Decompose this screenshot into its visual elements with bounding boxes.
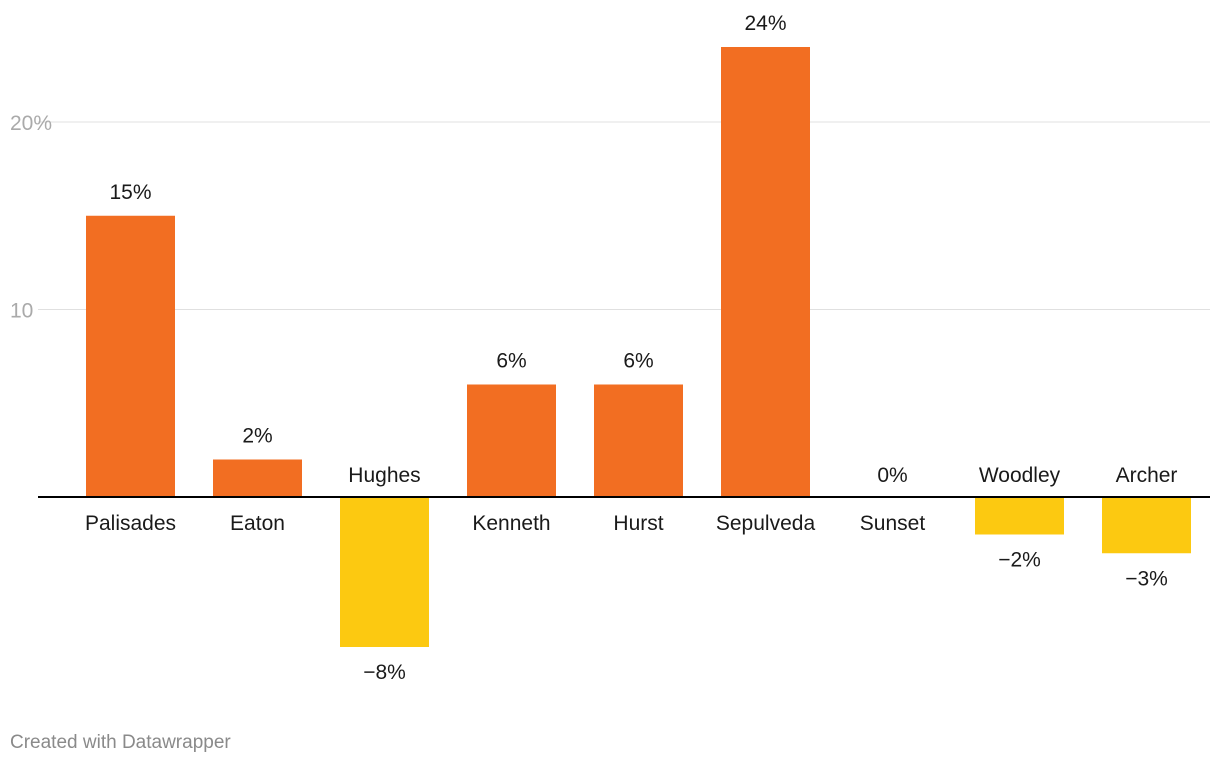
bar (1102, 497, 1191, 554)
bar (86, 215, 175, 497)
gridlines (38, 121, 1210, 310)
value-label: −8% (363, 661, 406, 684)
value-label: 0% (877, 464, 907, 487)
category-label: Hughes (348, 464, 420, 487)
category-label: Eaton (230, 512, 285, 535)
category-label: Archer (1116, 464, 1178, 487)
category-label: Woodley (979, 464, 1061, 487)
value-label: 2% (242, 425, 272, 448)
value-label: −2% (998, 549, 1041, 572)
bar (213, 459, 302, 497)
value-label: 6% (623, 350, 653, 373)
category-label: Sunset (860, 512, 926, 535)
category-label: Kenneth (472, 512, 550, 535)
footer-credit: Created with Datawrapper (10, 732, 231, 753)
bar (467, 384, 556, 497)
bar (340, 497, 429, 647)
bar (721, 47, 810, 497)
y-tick-label: 20% (10, 112, 52, 135)
category-label: Palisades (85, 512, 176, 535)
bar-chart: 10 20% Palisades 15% Eaton 2% Hughes −8% Kenneth… (10, 12, 1210, 684)
value-label: 24% (744, 12, 786, 35)
category-label: Hurst (613, 512, 663, 535)
bar (594, 384, 683, 497)
value-label: 6% (496, 350, 526, 373)
value-label: −3% (1125, 567, 1168, 590)
y-tick-label: 10 (10, 300, 33, 323)
labels: 10 20% Palisades 15% Eaton 2% Hughes −8% Kenneth… (10, 12, 1177, 684)
bar (975, 497, 1064, 535)
value-label: 15% (109, 181, 151, 204)
category-label: Sepulveda (716, 512, 816, 535)
bars (38, 47, 1210, 647)
